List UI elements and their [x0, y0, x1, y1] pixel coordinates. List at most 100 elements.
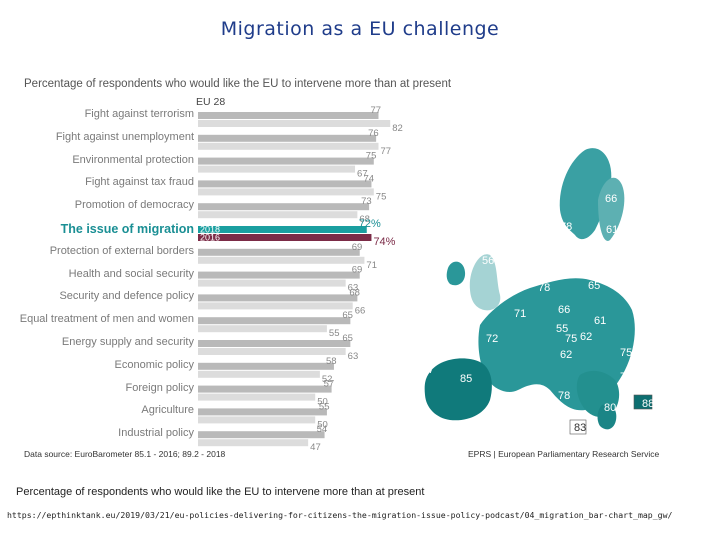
bar-value-label: 65 — [342, 333, 353, 344]
bar-2018 — [198, 362, 334, 370]
category-label: The issue of migration — [60, 222, 194, 236]
bar-value-label: 67 — [357, 169, 368, 180]
map-value: 78 — [560, 221, 572, 233]
map-value: 71 — [514, 308, 526, 320]
bar-value-label: 71 — [366, 260, 377, 271]
bar-2018 — [198, 294, 358, 302]
bar-value-label: 75 — [376, 191, 387, 202]
map-value: 55 — [556, 323, 568, 335]
series-year-label: 2018 — [200, 225, 220, 235]
bar-value-label: 66 — [355, 305, 366, 316]
finland-shape — [598, 177, 625, 241]
map-value: 57 — [538, 247, 550, 259]
map-value: 56 — [482, 255, 494, 267]
bar-2016 — [198, 211, 358, 219]
bar-value-label: 63 — [348, 283, 359, 294]
bar-value-label: 65 — [342, 310, 353, 321]
map-value: 56 — [604, 241, 616, 253]
bar-value-label: 77 — [380, 146, 391, 157]
bar-2018 — [198, 157, 374, 165]
bar-2018 — [198, 226, 367, 233]
bar-value-label: 68 — [359, 214, 370, 225]
bar-value-label: 77 — [370, 105, 381, 116]
scandinavia-shape — [559, 148, 612, 240]
map-value: 88 — [642, 398, 654, 410]
bar-2016 — [198, 188, 374, 196]
bar-2018 — [198, 248, 360, 256]
bar-2016 — [198, 165, 356, 173]
map-value: 78 — [558, 390, 570, 402]
bar-value-label: 69 — [352, 242, 363, 253]
category-label: Fight against tax fraud — [85, 176, 194, 189]
category-label: Energy supply and security — [61, 336, 194, 348]
map-land — [424, 148, 653, 435]
bar-chart-title: Percentage of respondents who would like… — [24, 78, 452, 90]
map-value: 74 — [450, 253, 462, 265]
bar-2016 — [198, 256, 365, 264]
map-value: 66 — [558, 304, 570, 316]
bar-value-label: 68 — [349, 287, 360, 298]
map-value: 73 — [620, 371, 632, 383]
bar-2018 — [198, 134, 377, 142]
category-label: Security and defence policy — [59, 290, 194, 303]
map-value: 66 — [605, 193, 617, 205]
map-value: 72 — [486, 333, 498, 345]
bar-2018 — [198, 431, 325, 439]
bar-2016 — [198, 234, 372, 241]
bar-2018 — [198, 180, 372, 188]
category-label: Foreign policy — [125, 381, 194, 394]
bar-value-label: 50 — [317, 397, 328, 408]
map-value: 85 — [460, 373, 472, 385]
map-value: 75 — [502, 284, 514, 296]
bar-2018 — [198, 408, 327, 416]
eprs-credit: EPRS | European Parliamentary Research S… — [468, 449, 660, 459]
malta-inset — [569, 419, 587, 435]
bar-value-label: 74 — [363, 173, 374, 184]
category-label: Environmental protection — [72, 153, 194, 166]
bar-2016 — [198, 393, 316, 401]
bar-value-label: 47 — [310, 442, 321, 453]
category-label: Fight against unemployment — [55, 130, 194, 143]
map-value: 84 — [420, 364, 432, 376]
bar-2016 — [198, 142, 379, 150]
bar-value-label: 73 — [361, 196, 372, 207]
uk-shape — [469, 254, 501, 311]
bar-2016 — [198, 325, 327, 333]
bar-value-label: 54 — [317, 424, 328, 435]
category-label: Agriculture — [141, 404, 194, 417]
map-value: 61 — [594, 315, 606, 327]
bar-2016 — [198, 439, 309, 447]
bar-2018 — [198, 112, 379, 119]
bar-value-label: 75 — [366, 151, 377, 162]
bar-value-label: 58 — [326, 356, 337, 367]
bar-2016 — [198, 279, 346, 287]
category-label: Fight against terrorism — [84, 108, 194, 120]
bar-value-label: 72% — [359, 218, 381, 230]
bar-2018 — [198, 385, 332, 393]
bar-2018 — [198, 317, 351, 325]
bar-2016 — [198, 302, 353, 310]
bar-value-label: 50 — [317, 419, 328, 430]
map-value: 65 — [588, 280, 600, 292]
bar-2018 — [198, 340, 351, 347]
source-url[interactable]: https://epthinktank.eu/2019/03/21/eu-pol… — [7, 510, 673, 520]
map-value: 80 — [604, 402, 616, 414]
bar-value-label: 82 — [392, 123, 403, 134]
bar-value-label: 69 — [352, 265, 363, 276]
bar-value-label: 74% — [373, 236, 395, 248]
slide-title: Migration as a EU challenge — [220, 18, 500, 40]
figure-caption: Percentage of respondents who would like… — [16, 486, 425, 498]
map-value: 83 — [574, 422, 586, 434]
map-value: 61 — [606, 224, 618, 236]
iberia-shape — [424, 358, 492, 421]
category-label: Equal treatment of men and women — [19, 313, 194, 326]
map-value: 78 — [538, 282, 550, 294]
greece-shape — [597, 404, 617, 430]
ireland-shape — [446, 261, 466, 286]
bar-value-label: 76 — [368, 128, 379, 139]
bar-value-label: 52 — [322, 374, 333, 385]
series-year-label: 2016 — [200, 233, 220, 243]
